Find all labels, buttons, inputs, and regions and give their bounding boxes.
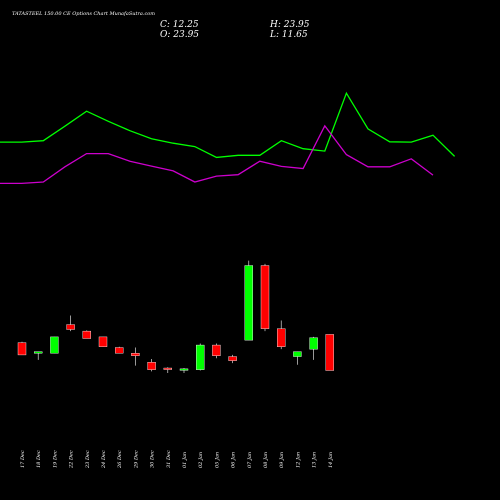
candle-body (195, 344, 205, 370)
candle (82, 330, 92, 339)
candle (50, 336, 59, 354)
candle (17, 341, 27, 356)
candle (34, 351, 43, 360)
candle (228, 354, 237, 364)
candle-body (277, 328, 286, 347)
candle-body (325, 334, 334, 371)
x-tick-label: 22 Dec (69, 450, 75, 469)
candle-body (163, 367, 173, 370)
candle (179, 368, 189, 373)
candle-body (131, 353, 140, 356)
candle-body (179, 368, 189, 371)
x-tick-label: 13 Jan (312, 452, 318, 468)
x-axis-tick-labels: 17 Dec 18 Dec 19 Dec 22 Dec 23 Dec 24 Dec 26 D… (20, 450, 334, 469)
candle-body (309, 337, 318, 350)
candle-body (244, 265, 254, 341)
x-tick-label: 30 Dec (150, 450, 156, 468)
x-tick-label: 23 Dec (85, 450, 91, 469)
candlestick-series (17, 260, 334, 373)
candle-body (228, 356, 237, 361)
low-value: L: 11.65 (269, 30, 308, 40)
candle-body (82, 330, 92, 339)
candle-body (147, 362, 156, 370)
candle (195, 343, 205, 371)
candle (212, 343, 221, 359)
x-tick-label: 09 Jan (279, 452, 285, 468)
open-value: O: 23.95 (160, 30, 199, 40)
candle-body (98, 336, 108, 347)
x-tick-label: 18 Dec (36, 450, 42, 468)
candle-body (212, 344, 221, 356)
x-tick-label: 31 Dec (166, 450, 172, 468)
candle (163, 367, 173, 373)
x-tick-label: 14 Jan (328, 452, 334, 468)
candle (244, 260, 254, 341)
chart-title: TATASTEEL 150.00 CE Options Chart Munafa… (12, 11, 155, 17)
x-tick-label: 05 Jan (214, 452, 220, 468)
high-value: H: 23.95 (269, 20, 310, 30)
candle-body (66, 324, 75, 330)
x-tick-label: 07 Jan (247, 452, 253, 468)
close-value: C: 12.25 (160, 20, 199, 30)
candle-body (114, 347, 124, 354)
candle (114, 346, 124, 354)
x-tick-label: 06 Jan (231, 452, 237, 468)
moving-average-fast-line (0, 91, 456, 159)
candle-body (293, 351, 302, 357)
x-tick-label: 08 Jan (263, 452, 269, 468)
candle (131, 347, 140, 366)
candle (147, 359, 156, 372)
x-tick-label: 01 Jan (182, 452, 188, 468)
candle-body (50, 336, 59, 354)
x-tick-label: 02 Jan (198, 452, 204, 468)
x-tick-label: 12 Jan (295, 452, 301, 468)
x-tick-label: 26 Dec (117, 450, 123, 469)
x-tick-label: 19 Dec (52, 450, 58, 468)
x-tick-label: 24 Dec (101, 450, 107, 469)
x-tick-label: 17 Dec (20, 450, 26, 468)
x-tick-label: 29 Dec (133, 450, 139, 469)
candle (277, 320, 286, 350)
candle (66, 315, 75, 332)
candle-body (260, 265, 270, 329)
candle (98, 336, 108, 347)
candle (260, 263, 270, 332)
candle (293, 351, 302, 365)
candle-body (17, 342, 27, 356)
candle (325, 334, 334, 371)
candle-body (34, 351, 43, 354)
moving-average-slow-line (0, 124, 434, 185)
candle (309, 336, 318, 360)
